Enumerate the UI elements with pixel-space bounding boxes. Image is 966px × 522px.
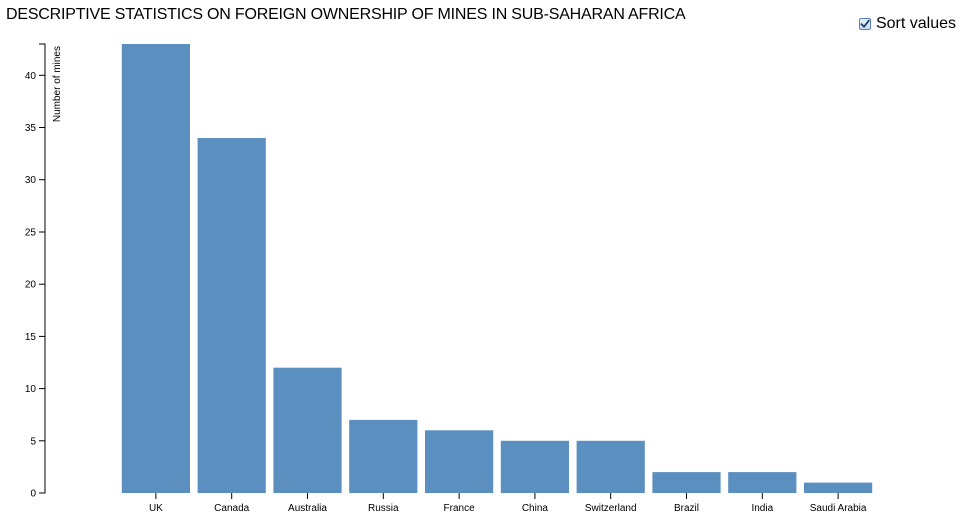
y-tick-label: 10	[25, 384, 37, 395]
y-tick-label: 15	[25, 332, 37, 343]
bars-layer	[121, 44, 873, 493]
x-tick-label: Saudi Arabia	[810, 503, 867, 514]
bar-uk	[121, 44, 190, 493]
bar-australia	[273, 367, 342, 493]
y-axis-line	[39, 43, 46, 494]
x-tick-label: Brazil	[674, 503, 699, 514]
bar-saudi-arabia	[804, 482, 873, 493]
x-tick-label: Australia	[288, 503, 327, 514]
bar-russia	[349, 419, 418, 493]
y-tick-label: 25	[25, 228, 37, 239]
x-tick-label: Switzerland	[585, 503, 637, 514]
bar-canada	[197, 138, 266, 493]
bar-india	[728, 472, 797, 493]
x-tick-label: Canada	[214, 503, 249, 514]
x-tick-label: Russia	[368, 503, 399, 514]
x-tick-label: UK	[149, 503, 163, 514]
bar-china	[500, 440, 569, 493]
y-tick-label: 40	[25, 71, 37, 82]
y-tick-label: 5	[30, 436, 36, 447]
x-tick-label: China	[522, 503, 549, 514]
x-axis: UK Canada Australia Russia France China Switze…	[149, 493, 867, 514]
bar-brazil	[652, 472, 721, 493]
y-axis-label: Number of mines	[52, 46, 63, 122]
x-tick-label: India	[751, 503, 773, 514]
bar-switzerland	[576, 440, 645, 493]
bar-france	[425, 430, 494, 493]
y-tick-label: 35	[25, 123, 37, 134]
y-tick-label: 20	[25, 280, 37, 291]
y-tick-label: 30	[25, 175, 37, 186]
y-tick-label: 0	[30, 489, 36, 500]
sort-checkbox[interactable]	[858, 18, 871, 30]
sort-values-toggle[interactable]: Sort values	[858, 15, 956, 33]
x-tick-label: France	[444, 503, 476, 514]
checkmark-icon	[860, 19, 870, 28]
page-title: DESCRIPTIVE STATISTICS ON FOREIGN OWNERS…	[6, 6, 686, 23]
sort-label: Sort values	[875, 15, 956, 32]
y-axis: 0 5 10 15 20 25 30 35 40	[25, 43, 46, 500]
